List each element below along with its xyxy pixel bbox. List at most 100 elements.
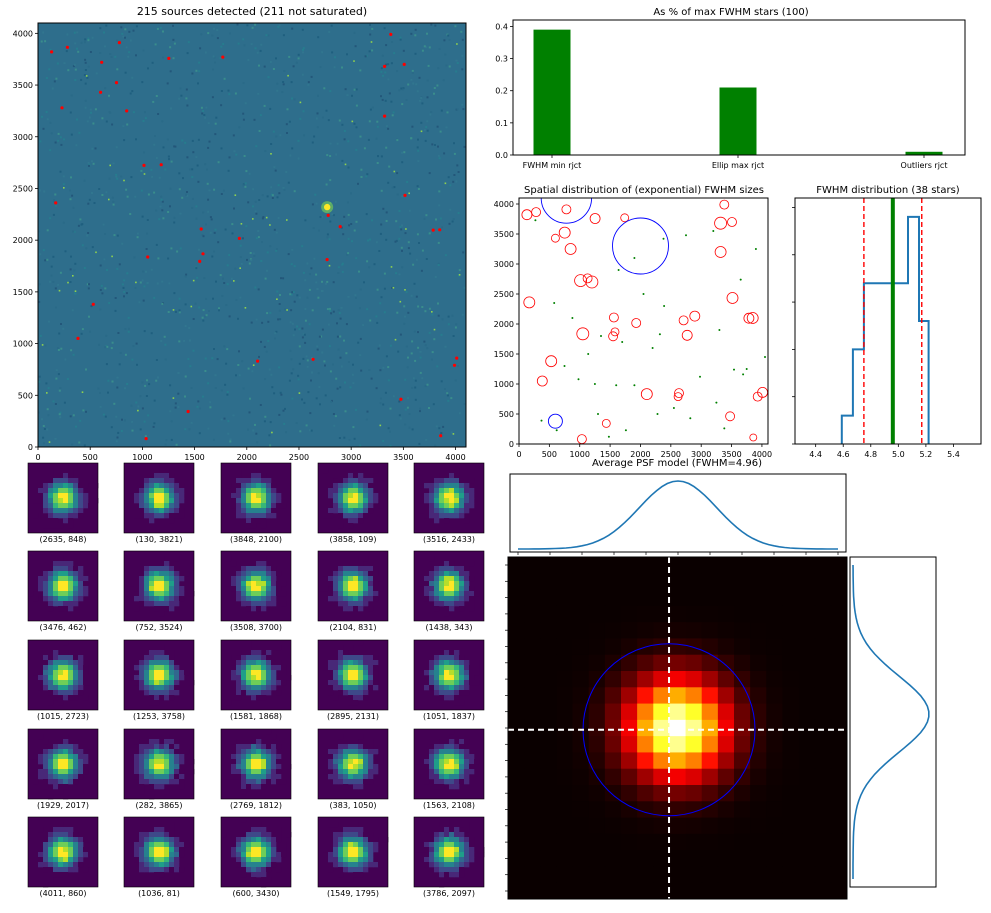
stamp-pixel [48, 847, 54, 853]
sky-noise-pixel [360, 369, 363, 372]
sky-noise-pixel [105, 334, 108, 337]
stamp-pixel [149, 784, 155, 790]
sky-noise-pixel [102, 223, 105, 226]
stamp-pixel [328, 503, 334, 509]
psf-pixel [814, 589, 832, 607]
sky-noise-pixel [297, 374, 300, 377]
fwhm-green-point [555, 429, 558, 432]
stamp-pixel [444, 498, 450, 504]
stamp-label: (3848, 2100) [230, 535, 282, 544]
sky-noise-pixel [170, 420, 173, 423]
stamp-pixel [429, 759, 435, 765]
stamp-pixel [464, 842, 470, 848]
stamp-pixel [159, 488, 165, 494]
stamp-pixel [164, 591, 170, 597]
stamp-label: (2104, 831) [330, 623, 377, 632]
spatial-x-axis: 0 500 1000 1500 2000 2500 3000 3500 4000 [516, 444, 772, 459]
sky-noise-pixel [46, 408, 49, 411]
stamp-pixel [164, 513, 170, 519]
sky-noise-pixel [461, 54, 464, 57]
sky-noise-pixel [254, 286, 257, 289]
stamp-pixel [358, 857, 364, 863]
stamp-pixel [159, 473, 165, 479]
stamp-pixel [424, 586, 430, 592]
psf-pixel [782, 801, 799, 818]
stamp-pixel [169, 601, 175, 607]
stamp-pixel [144, 842, 150, 848]
stamp-pixel [459, 493, 465, 499]
sky-faint-star [351, 120, 354, 123]
sky-faint-star [143, 173, 146, 175]
stamp-pixel [348, 759, 354, 765]
stamp-pixel [378, 862, 384, 868]
psf-pixel [604, 768, 622, 786]
stamp-pixel [179, 754, 185, 760]
stamp-pixel [179, 576, 185, 582]
stamp-pixel [434, 576, 440, 582]
sky-noise-pixel [116, 267, 119, 270]
stamp-pixel [68, 468, 74, 474]
psf-pixel [572, 817, 590, 835]
stamp-pixel [429, 503, 435, 509]
stamp-pixel [88, 571, 94, 577]
stamp-pixel [58, 523, 64, 529]
stamp-pixel [38, 498, 44, 504]
sky-noise-pixel [124, 419, 126, 422]
stamp-pixel [241, 857, 247, 863]
stamp-pixel [256, 665, 262, 671]
stamp-pixel [144, 754, 150, 760]
sky-noise-pixel [275, 249, 278, 252]
sky-noise-pixel [437, 302, 439, 305]
stamp-pixel [159, 759, 165, 765]
stamp-pixel [271, 857, 277, 863]
sky-noise-pixel [289, 154, 292, 157]
sky-noise-pixel [285, 171, 288, 173]
psf-pixel [814, 638, 832, 656]
hist-x-tick-label: 5.4 [947, 450, 960, 459]
psf-pixel [604, 687, 622, 704]
stamp-pixel [154, 670, 160, 676]
stamp-pixel [236, 591, 242, 597]
sky-faint-star [41, 344, 44, 346]
sky-noise-pixel [123, 139, 126, 142]
psf-panel: Average PSF model (FWHM=4.96) [505, 458, 937, 900]
psf-pixel [669, 850, 686, 867]
sky-noise-pixel [347, 140, 350, 143]
stamp-pixel [251, 774, 257, 780]
psf-pixel [830, 850, 848, 867]
sky-noise-pixel [125, 188, 128, 191]
stamp-pixel [368, 852, 374, 858]
stamp-pixel [53, 556, 59, 562]
sky-noise-pixel [184, 141, 187, 144]
stamp-pixel [68, 488, 74, 494]
stamp-pixel [256, 670, 262, 676]
stamp-pixel [68, 749, 74, 755]
bars-y-tick-label: 0.0 [495, 151, 508, 160]
stamp-pixel [164, 503, 170, 509]
stamp-pixel [276, 581, 282, 587]
sky-noise-pixel [179, 247, 182, 250]
sky-noise-pixel [98, 343, 101, 346]
sky-noise-pixel [273, 166, 276, 169]
stamp-pixel [169, 852, 175, 858]
stamp-pixel [444, 685, 450, 691]
sky-noise-pixel [428, 307, 431, 310]
stamp-pixel [43, 769, 49, 775]
sky-noise-pixel [311, 141, 314, 144]
psf-pixel [637, 752, 654, 770]
stamp-pixel [363, 754, 369, 760]
stamp-pixel [154, 493, 160, 499]
stamp-pixel [169, 685, 175, 691]
bars-y-axis: 0.00.10.20.30.4 [495, 22, 513, 160]
sky-noise-pixel [278, 413, 281, 416]
sky-noise-pixel [244, 102, 247, 105]
sky-noise-pixel [213, 231, 216, 234]
stamp-pixel [363, 488, 369, 494]
stamp-pixel [261, 882, 267, 888]
sky-noise-pixel [299, 430, 302, 433]
sky-noise-pixel [124, 353, 127, 356]
stamp-pixel [43, 483, 49, 489]
stamp-pixel [424, 571, 430, 577]
sky-noise-pixel [428, 46, 431, 49]
stamp-pixel [48, 700, 54, 706]
